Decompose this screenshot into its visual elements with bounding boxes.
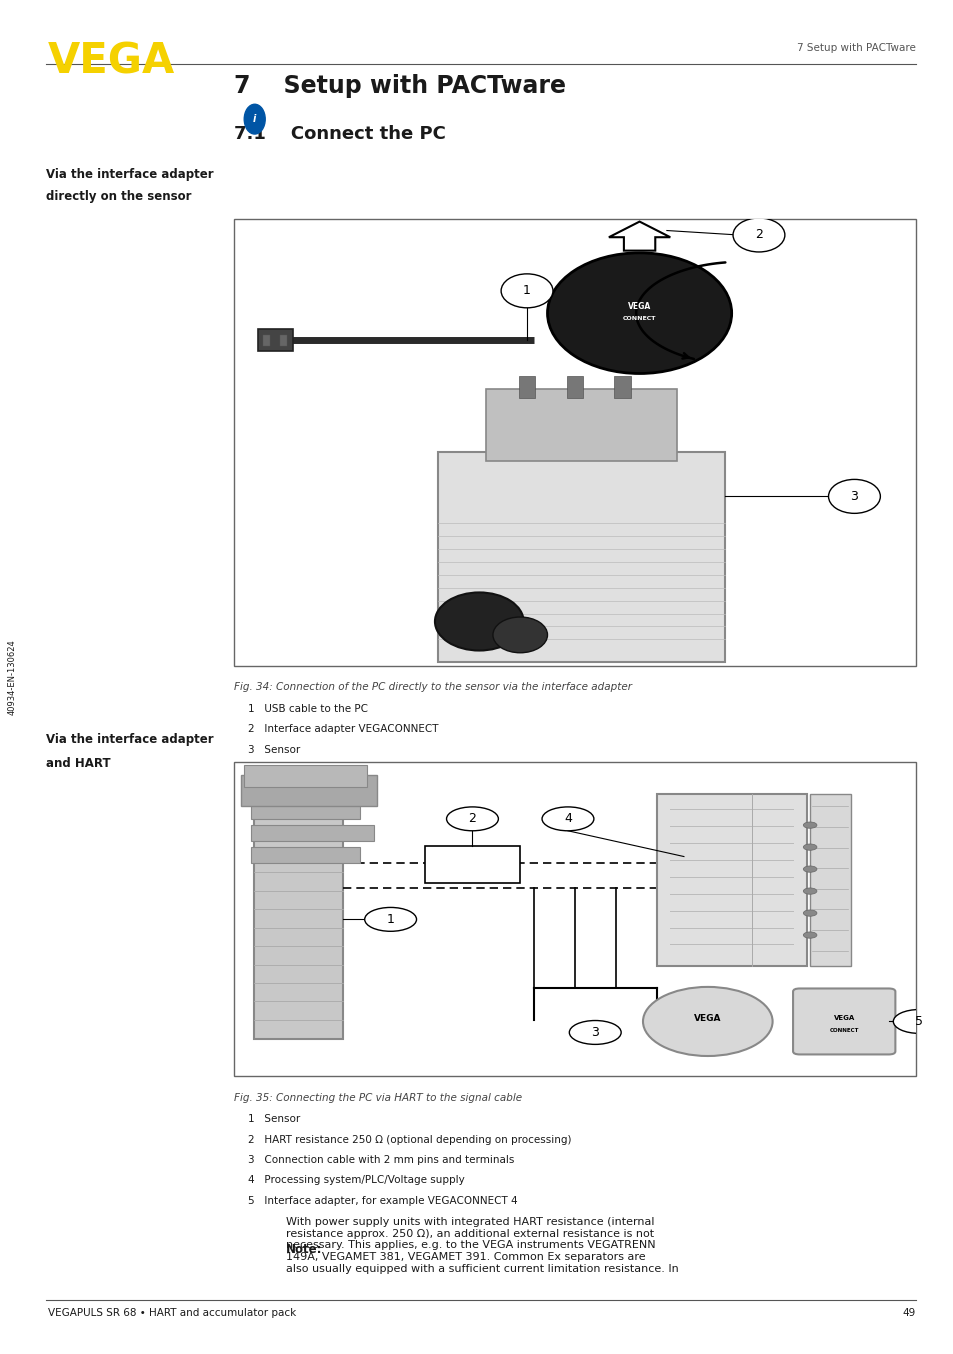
Text: directly on the sensor: directly on the sensor bbox=[46, 190, 192, 203]
Circle shape bbox=[446, 807, 497, 831]
Circle shape bbox=[244, 104, 265, 134]
Bar bbox=[263, 334, 270, 347]
Text: 3   Connection cable with 2 mm pins and terminals: 3 Connection cable with 2 mm pins and te… bbox=[248, 1155, 514, 1164]
Circle shape bbox=[732, 218, 784, 252]
FancyBboxPatch shape bbox=[792, 988, 895, 1055]
Bar bbox=[614, 375, 630, 398]
Circle shape bbox=[802, 932, 816, 938]
Text: VEGA: VEGA bbox=[627, 302, 651, 311]
Text: VEGA: VEGA bbox=[48, 41, 174, 83]
Text: 1: 1 bbox=[522, 284, 531, 298]
Bar bbox=[240, 774, 376, 806]
Text: 2: 2 bbox=[754, 229, 762, 241]
Text: Via the interface adapter: Via the interface adapter bbox=[46, 168, 213, 181]
Circle shape bbox=[802, 888, 816, 894]
Bar bbox=[251, 825, 374, 841]
Bar bbox=[251, 848, 359, 862]
Text: 7    Setup with PACTware: 7 Setup with PACTware bbox=[233, 74, 565, 99]
Text: 3: 3 bbox=[850, 490, 858, 502]
Circle shape bbox=[802, 844, 816, 850]
Bar bbox=[280, 334, 287, 347]
Bar bbox=[518, 375, 535, 398]
Bar bbox=[424, 845, 519, 883]
Text: 3: 3 bbox=[591, 1026, 598, 1039]
Text: CONNECT: CONNECT bbox=[829, 1029, 858, 1033]
Text: 2   Interface adapter VEGACONNECT: 2 Interface adapter VEGACONNECT bbox=[248, 724, 438, 734]
Polygon shape bbox=[486, 389, 677, 460]
Bar bbox=[566, 375, 582, 398]
Circle shape bbox=[435, 593, 523, 650]
Circle shape bbox=[827, 479, 880, 513]
Circle shape bbox=[802, 867, 816, 872]
Text: 1: 1 bbox=[386, 913, 395, 926]
Circle shape bbox=[500, 274, 553, 307]
Bar bbox=[257, 329, 293, 351]
Bar bbox=[251, 803, 359, 819]
Bar bbox=[656, 793, 806, 967]
Text: Fig. 35: Connecting the PC via HART to the signal cable: Fig. 35: Connecting the PC via HART to t… bbox=[233, 1093, 521, 1102]
Text: Note:: Note: bbox=[286, 1243, 322, 1257]
Bar bbox=[233, 219, 915, 666]
Circle shape bbox=[493, 617, 547, 653]
Text: With power supply units with integrated HART resistance (internal
resistance app: With power supply units with integrated … bbox=[286, 1217, 679, 1274]
Circle shape bbox=[802, 822, 816, 829]
Bar bbox=[244, 765, 366, 788]
Text: 4: 4 bbox=[563, 812, 571, 826]
Text: CONNECT: CONNECT bbox=[622, 315, 656, 321]
Ellipse shape bbox=[642, 987, 772, 1056]
Circle shape bbox=[547, 253, 731, 374]
Polygon shape bbox=[253, 800, 342, 1039]
Circle shape bbox=[364, 907, 416, 932]
Text: 7.1    Connect the PC: 7.1 Connect the PC bbox=[233, 125, 445, 142]
Polygon shape bbox=[608, 222, 670, 250]
Text: 2   HART resistance 250 Ω (optional depending on processing): 2 HART resistance 250 Ω (optional depend… bbox=[248, 1135, 571, 1144]
Text: 2: 2 bbox=[468, 812, 476, 826]
Text: 5   Interface adapter, for example VEGACONNECT 4: 5 Interface adapter, for example VEGACON… bbox=[248, 1196, 517, 1205]
Text: 7 Setup with PACTware: 7 Setup with PACTware bbox=[796, 43, 915, 53]
Text: VEGA: VEGA bbox=[694, 1014, 720, 1022]
Circle shape bbox=[802, 910, 816, 917]
Text: i: i bbox=[253, 114, 256, 125]
Text: Fig. 34: Connection of the PC directly to the sensor via the interface adapter: Fig. 34: Connection of the PC directly t… bbox=[233, 682, 631, 692]
Circle shape bbox=[892, 1010, 944, 1033]
Text: 5: 5 bbox=[914, 1016, 923, 1028]
Text: 49: 49 bbox=[902, 1308, 915, 1317]
Text: VEGA: VEGA bbox=[833, 1016, 854, 1021]
Text: and HART: and HART bbox=[46, 757, 111, 770]
Text: 3   Sensor: 3 Sensor bbox=[248, 745, 300, 754]
Circle shape bbox=[569, 1021, 620, 1044]
Text: VEGAPULS SR 68 • HART and accumulator pack: VEGAPULS SR 68 • HART and accumulator pa… bbox=[48, 1308, 295, 1317]
Text: Via the interface adapter: Via the interface adapter bbox=[46, 733, 213, 746]
Text: 1   USB cable to the PC: 1 USB cable to the PC bbox=[248, 704, 368, 714]
Text: 4   Processing system/PLC/Voltage supply: 4 Processing system/PLC/Voltage supply bbox=[248, 1175, 464, 1185]
Text: 1   Sensor: 1 Sensor bbox=[248, 1114, 300, 1124]
Polygon shape bbox=[437, 452, 724, 662]
Circle shape bbox=[541, 807, 594, 831]
Bar bbox=[233, 762, 915, 1076]
Text: 40934-EN-130624: 40934-EN-130624 bbox=[8, 639, 17, 715]
Bar bbox=[809, 793, 850, 967]
